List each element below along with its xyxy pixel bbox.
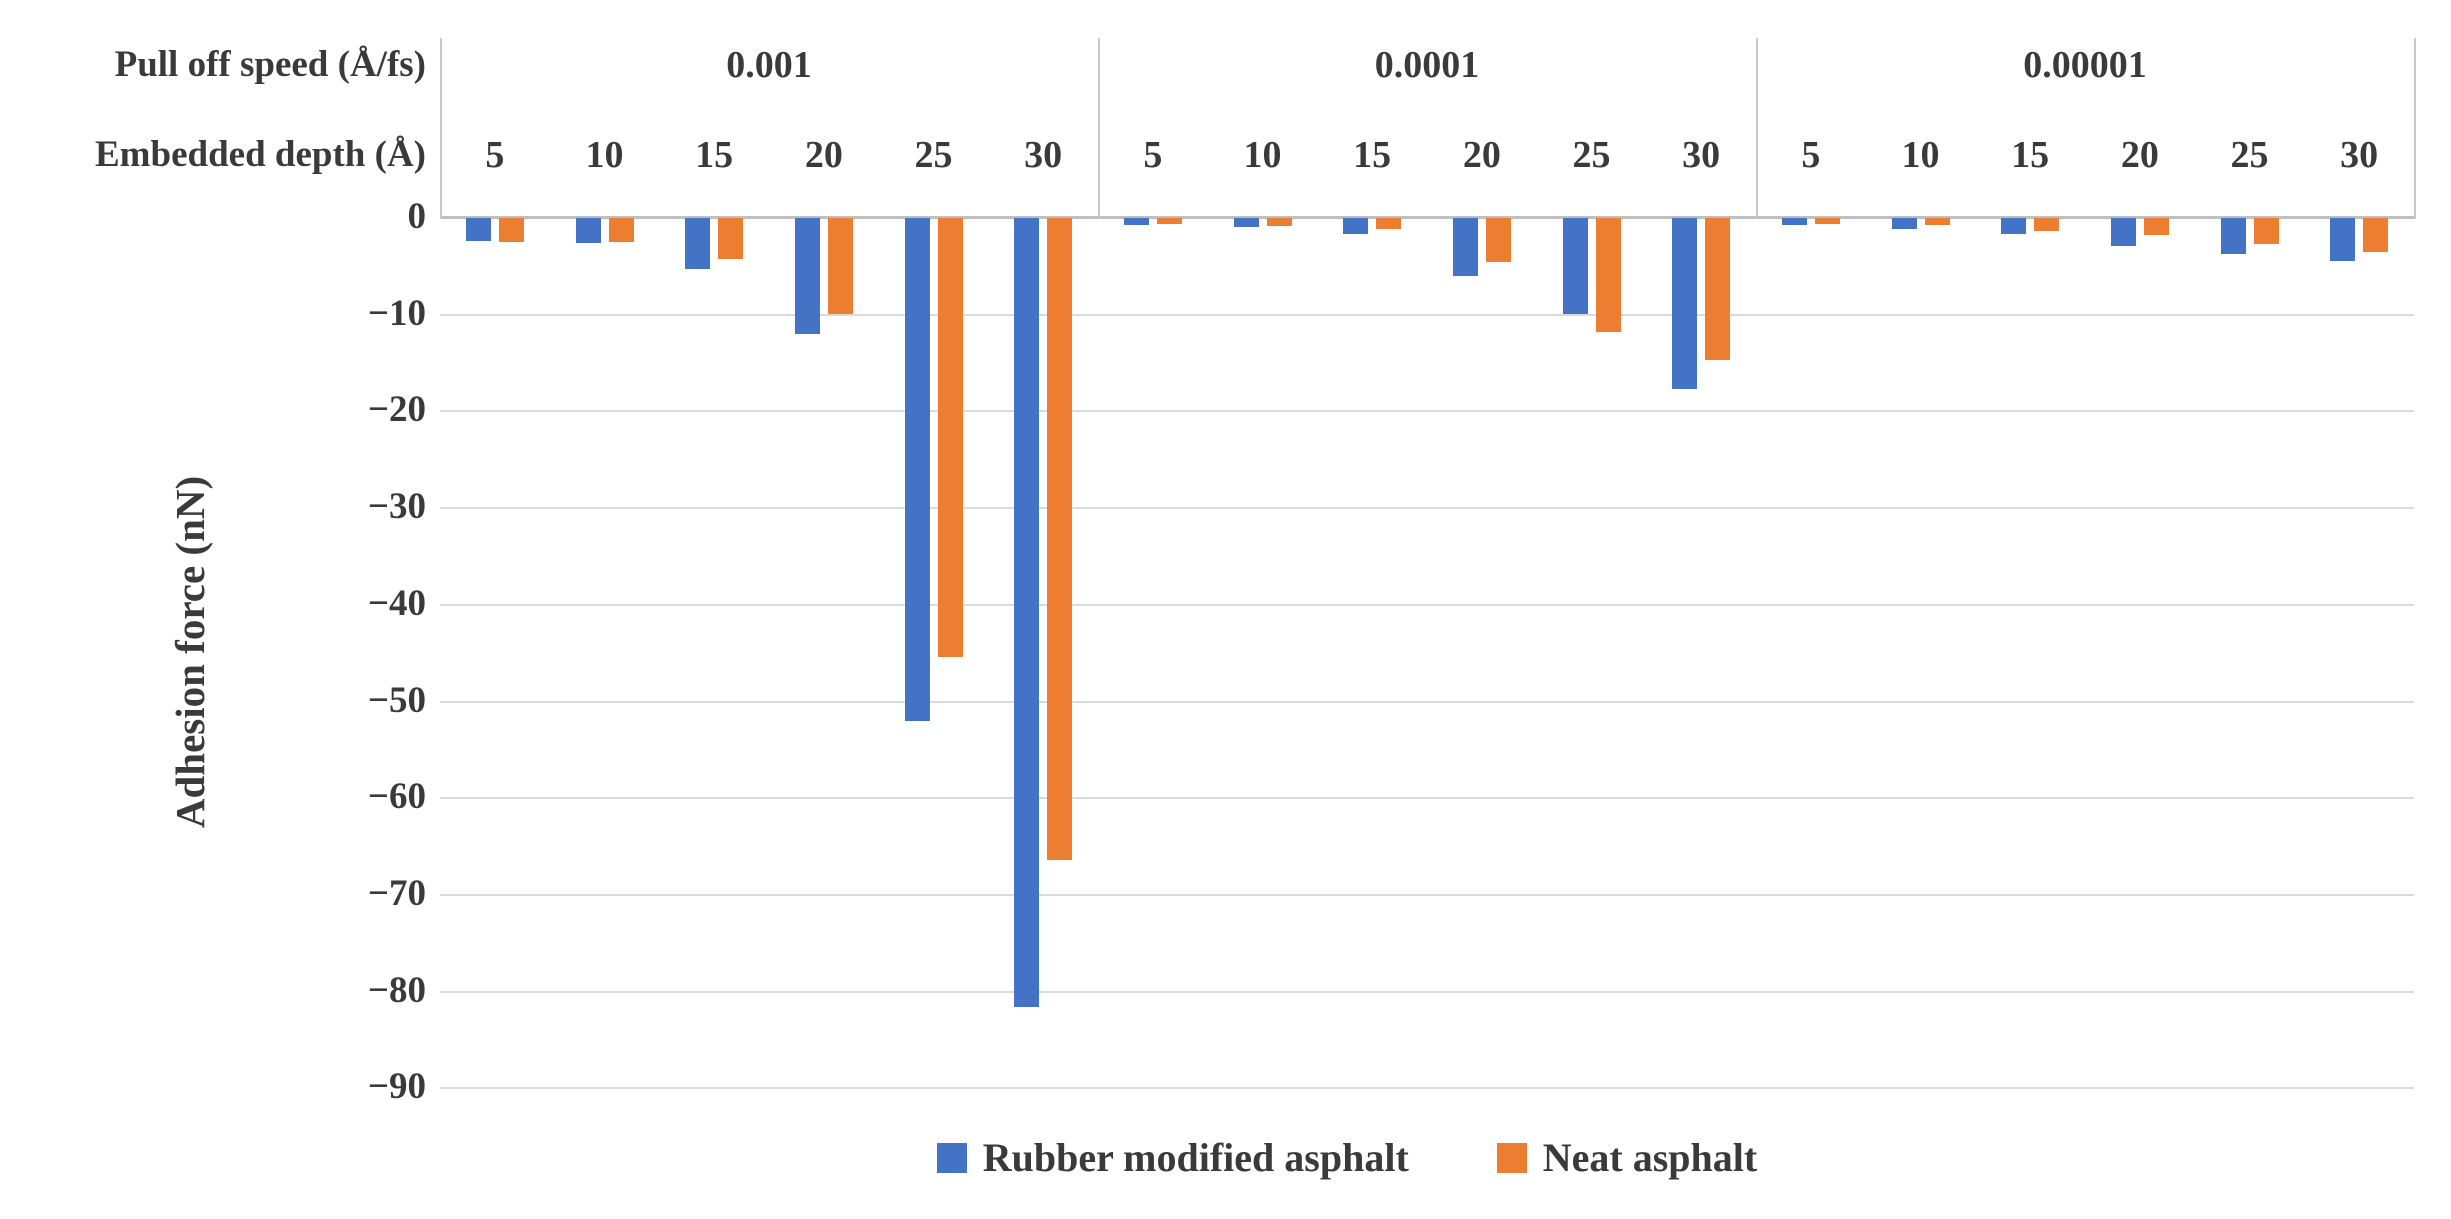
gridline [440,991,2414,993]
bar-neat-asphalt [1705,218,1730,360]
pull-off-speed-value: 0.0001 [1374,44,1480,86]
bar-neat-asphalt [1486,218,1511,262]
embedded-depth-value: 10 [1901,134,1940,176]
bar-rubber-modified-asphalt [685,218,710,269]
bar-neat-asphalt [1815,218,1840,224]
bar-neat-asphalt [1596,218,1621,332]
embedded-depth-value: 20 [1462,134,1501,176]
bar-rubber-modified-asphalt [2111,218,2136,246]
pull-off-speed-value: 0.00001 [2023,44,2147,86]
pull-off-speed-header-label: Pull off speed (Å/fs) [114,44,426,85]
embedded-depth-value: 5 [485,134,505,176]
embedded-depth-value: 25 [914,134,953,176]
bar-rubber-modified-asphalt [1782,218,1807,225]
embedded-depth-value: 25 [1572,134,1611,176]
legend-label: Rubber modified asphalt [982,1135,1409,1180]
y-axis-title: Adhesion force (nN) [167,475,213,829]
embedded-depth-value: 5 [1143,134,1163,176]
pull-off-speed-value: 0.001 [726,44,812,86]
gridline [440,507,2414,509]
y-axis-tick-label: −20 [367,389,426,430]
y-axis-tick-label: −30 [367,486,426,527]
y-axis-tick-label: −60 [367,776,426,817]
bar-rubber-modified-asphalt [2001,218,2026,234]
y-axis-tick-label: −50 [367,680,426,721]
zero-axis-line [440,216,2414,219]
bar-neat-asphalt [1925,218,1950,225]
embedded-depth-value: 5 [1801,134,1821,176]
embedded-depth-value: 30 [2340,134,2379,176]
bar-rubber-modified-asphalt [1672,218,1697,389]
gridline [440,797,2414,799]
legend: Rubber modified asphalt Neat asphalt [360,1138,2334,1178]
bar-neat-asphalt [1267,218,1292,226]
gridline [440,1087,2414,1089]
embedded-depth-value: 30 [1682,134,1721,176]
embedded-depth-value: 25 [2230,134,2269,176]
bar-neat-asphalt [2034,218,2059,231]
y-axis-tick-label: 0 [407,196,427,237]
embedded-depth-value: 15 [2011,134,2050,176]
gridline [440,410,2414,412]
bar-neat-asphalt [1157,218,1182,224]
bar-rubber-modified-asphalt [1343,218,1368,234]
bar-neat-asphalt [2363,218,2388,252]
bar-rubber-modified-asphalt [1014,218,1039,1007]
y-axis-tick-label: −10 [367,293,426,334]
bar-rubber-modified-asphalt [2221,218,2246,254]
y-axis-tick-label: −80 [367,970,426,1011]
header-separator-line [1098,38,1100,219]
embedded-depth-value: 15 [695,134,734,176]
y-axis-tick-label: −40 [367,583,426,624]
bar-neat-asphalt [1047,218,1072,860]
embedded-depth-value: 10 [585,134,624,176]
embedded-depth-value: 20 [804,134,843,176]
bar-rubber-modified-asphalt [795,218,820,334]
bar-neat-asphalt [2254,218,2279,244]
gridline [440,894,2414,896]
bar-neat-asphalt [1376,218,1401,229]
bar-rubber-modified-asphalt [1453,218,1478,276]
bar-neat-asphalt [609,218,634,242]
header-separator-line [440,38,442,219]
bar-neat-asphalt [828,218,853,314]
bar-rubber-modified-asphalt [466,218,491,241]
bar-rubber-modified-asphalt [1563,218,1588,314]
embedded-depth-value: 10 [1243,134,1282,176]
legend-swatch-neat-asphalt [1496,1143,1527,1173]
bar-rubber-modified-asphalt [1234,218,1259,227]
bar-neat-asphalt [2144,218,2169,235]
embedded-depth-value: 30 [1024,134,1063,176]
bar-rubber-modified-asphalt [1124,218,1149,225]
header-separator-line [2414,38,2416,219]
y-axis-tick-label: −70 [367,873,426,914]
y-axis-tick-label: −90 [367,1066,426,1107]
gridline [440,701,2414,703]
bar-rubber-modified-asphalt [2330,218,2355,261]
bar-rubber-modified-asphalt [576,218,601,243]
embedded-depth-value: 20 [2120,134,2159,176]
legend-item: Neat asphalt [1496,1135,1758,1180]
bar-neat-asphalt [718,218,743,259]
bar-rubber-modified-asphalt [905,218,930,721]
legend-swatch-rubber-modified-asphalt [936,1143,967,1173]
bar-rubber-modified-asphalt [1892,218,1917,229]
embedded-depth-value: 15 [1353,134,1392,176]
gridline [440,604,2414,606]
bar-neat-asphalt [938,218,963,657]
gridline [440,314,2414,316]
legend-item: Rubber modified asphalt [936,1135,1409,1180]
legend-label: Neat asphalt [1542,1135,1758,1180]
embedded-depth-header-label: Embedded depth (Å) [95,134,426,175]
header-separator-line [1756,38,1758,219]
bar-neat-asphalt [499,218,524,242]
